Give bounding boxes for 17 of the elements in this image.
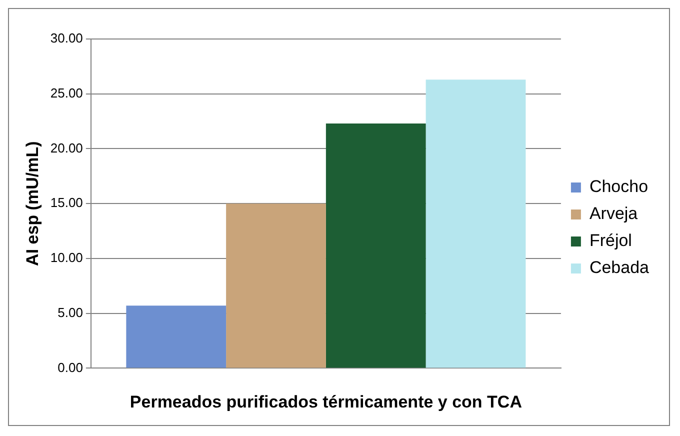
y-tick-label: 0.00: [58, 360, 83, 375]
legend-label: Chocho: [589, 177, 648, 196]
y-tick-label: 10.00: [50, 250, 83, 266]
legend-label: Fréjol: [589, 231, 632, 250]
legend-label: Arveja: [589, 204, 638, 224]
x-axis-title: Permeados purificados térmicamente y con TCA: [130, 392, 522, 412]
y-axis-title: AI esp (mU/mL): [22, 141, 42, 266]
bar: [426, 80, 526, 368]
y-tick-label: 25.00: [50, 85, 83, 100]
y-tick-label: 30.00: [50, 30, 83, 46]
y-tick-label: 20.00: [50, 140, 83, 156]
bar: [226, 204, 326, 368]
y-tick-label: 15.00: [50, 195, 83, 210]
bar: [126, 306, 226, 368]
bar: [326, 123, 426, 368]
legend-label: Cebada: [589, 258, 650, 278]
y-tick-label: 5.00: [58, 304, 83, 320]
